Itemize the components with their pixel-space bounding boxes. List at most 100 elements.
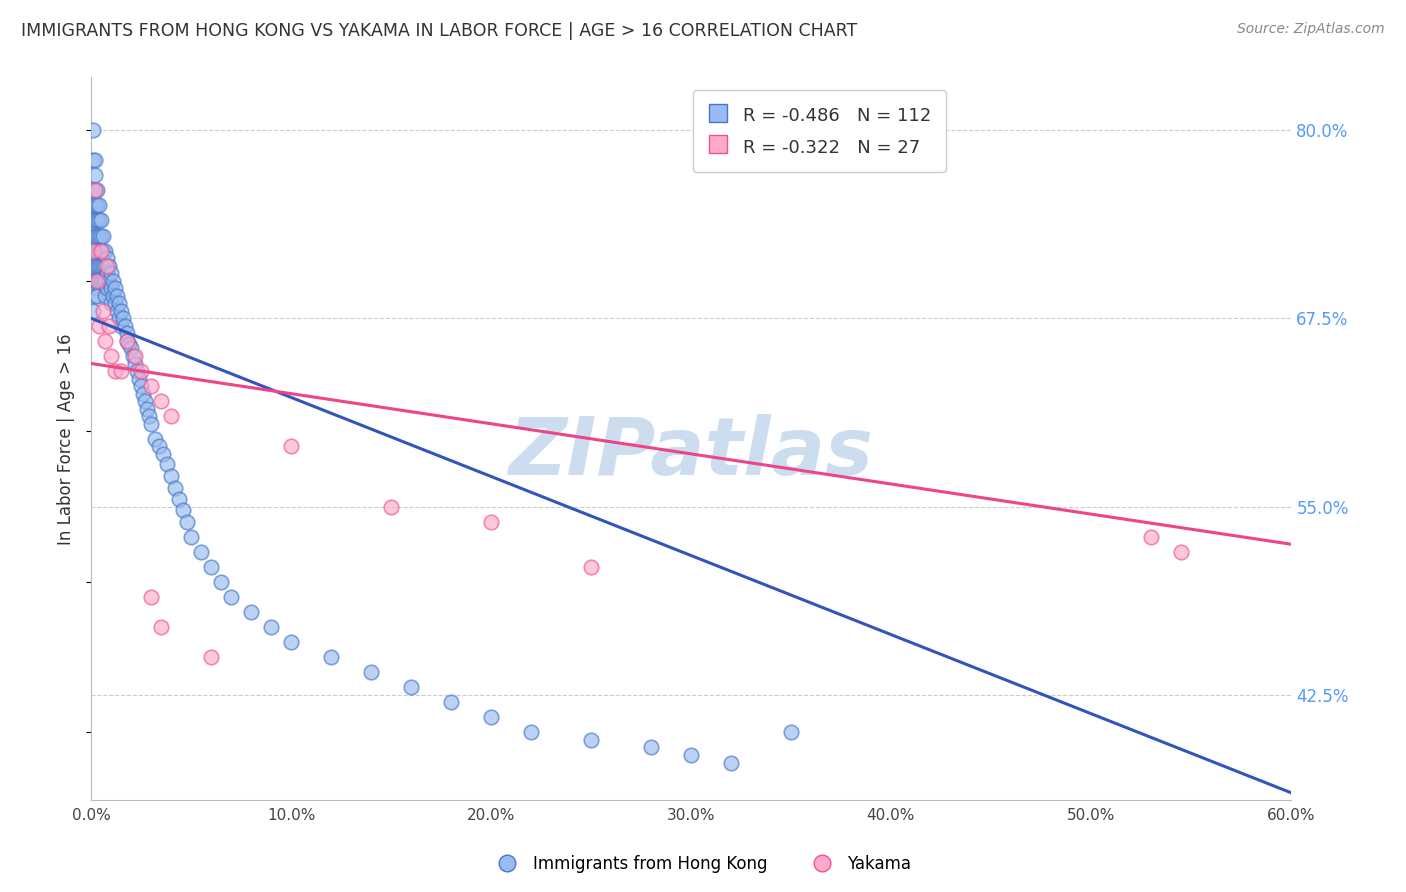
Point (180, 530, 202, 544)
Point (90, 259, 112, 273)
Point (90, 274, 112, 288)
Point (1139, 530, 1161, 544)
Point (82, 251, 104, 265)
Point (91, 228, 114, 243)
Text: IMMIGRANTS FROM HONG KONG VS YAKAMA IN LABOR FORCE | AGE > 16 CORRELATION CHART: IMMIGRANTS FROM HONG KONG VS YAKAMA IN L… (21, 22, 858, 40)
Point (100, 296, 122, 310)
Point (122, 349, 145, 363)
Point (84, 289, 107, 303)
Point (91, 274, 114, 288)
Point (94, 334, 117, 348)
Point (96, 281, 118, 295)
Point (98, 318, 121, 333)
Point (86, 228, 108, 243)
Point (209, 574, 232, 589)
Point (115, 334, 138, 348)
Point (579, 733, 602, 747)
Point (108, 311, 131, 326)
Point (176, 515, 198, 529)
Point (280, 635, 302, 649)
Point (82, 213, 104, 227)
Point (104, 281, 127, 295)
Point (86, 198, 108, 212)
Point (479, 515, 502, 529)
Point (114, 318, 136, 333)
Point (101, 274, 124, 288)
Legend: R = -0.486   N = 112, R = -0.322   N = 27: R = -0.486 N = 112, R = -0.322 N = 27 (693, 90, 946, 172)
Point (96, 266, 118, 280)
Point (100, 349, 122, 363)
Point (124, 357, 146, 371)
Point (86, 183, 108, 197)
Point (148, 439, 170, 453)
Point (240, 605, 263, 619)
Legend: Immigrants from Hong Kong, Yakama: Immigrants from Hong Kong, Yakama (488, 848, 918, 880)
Point (90, 244, 112, 258)
Point (100, 281, 122, 295)
Point (84, 153, 107, 168)
Point (167, 491, 190, 506)
Point (89, 259, 111, 273)
Point (132, 386, 155, 401)
Point (98, 274, 121, 288)
Point (138, 409, 160, 424)
Point (260, 620, 283, 634)
Point (104, 364, 127, 378)
Point (89, 213, 111, 227)
Point (96, 259, 118, 273)
Point (127, 364, 149, 378)
Point (86, 274, 108, 288)
Point (108, 296, 131, 310)
Point (90, 213, 112, 227)
Point (152, 447, 174, 461)
Point (139, 590, 162, 604)
Point (129, 364, 152, 378)
Point (84, 198, 107, 212)
Text: Source: ZipAtlas.com: Source: ZipAtlas.com (1237, 22, 1385, 37)
Point (104, 296, 127, 310)
Point (579, 559, 602, 574)
Point (120, 342, 142, 356)
Point (110, 364, 132, 378)
Point (82, 274, 104, 288)
Point (84, 274, 107, 288)
Point (399, 680, 422, 694)
Point (84, 228, 107, 243)
Point (139, 379, 162, 393)
Point (94, 259, 117, 273)
Point (96, 251, 118, 265)
Point (105, 303, 128, 318)
Point (82, 183, 104, 197)
Point (86, 213, 108, 227)
Point (136, 401, 159, 416)
Point (90, 228, 112, 243)
Point (89, 198, 111, 212)
Point (82, 198, 104, 212)
Point (440, 695, 463, 709)
Point (94, 274, 117, 288)
Point (91, 303, 114, 318)
Point (172, 502, 194, 516)
Y-axis label: In Labor Force | Age > 16: In Labor Force | Age > 16 (58, 333, 75, 544)
Point (94, 244, 117, 258)
Point (84, 183, 107, 197)
Point (219, 590, 242, 604)
Point (150, 620, 173, 634)
Point (150, 394, 173, 409)
Point (134, 394, 156, 409)
Point (84, 213, 107, 227)
Point (86, 289, 108, 303)
Point (112, 311, 135, 326)
Point (156, 458, 179, 472)
Point (82, 266, 104, 280)
Point (360, 665, 382, 680)
Point (89, 228, 111, 243)
Point (110, 303, 132, 318)
Point (82, 244, 104, 258)
Text: ZIPatlas: ZIPatlas (509, 414, 873, 492)
Point (91, 259, 114, 273)
Point (86, 244, 108, 258)
Point (679, 747, 702, 762)
Point (160, 469, 183, 483)
Point (110, 318, 132, 333)
